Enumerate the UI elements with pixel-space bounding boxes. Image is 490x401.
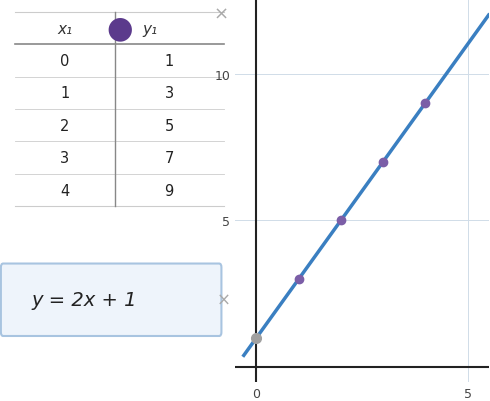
Text: 5: 5: [165, 118, 174, 134]
Text: 4: 4: [60, 183, 70, 198]
Text: 1: 1: [165, 54, 174, 69]
Text: ●: ●: [106, 14, 133, 43]
Text: 0: 0: [60, 54, 70, 69]
Text: 9: 9: [165, 183, 174, 198]
FancyBboxPatch shape: [1, 264, 221, 336]
Text: 3: 3: [60, 151, 69, 166]
Text: 3: 3: [165, 86, 174, 101]
Text: 1: 1: [60, 86, 70, 101]
Text: 2: 2: [60, 118, 70, 134]
Text: ×: ×: [213, 5, 228, 23]
Text: ×: ×: [217, 291, 231, 309]
Text: 7: 7: [165, 151, 174, 166]
Text: x₁: x₁: [57, 22, 73, 36]
Text: y₁: y₁: [142, 22, 157, 36]
Text: y = 2x + 1: y = 2x + 1: [31, 291, 137, 310]
